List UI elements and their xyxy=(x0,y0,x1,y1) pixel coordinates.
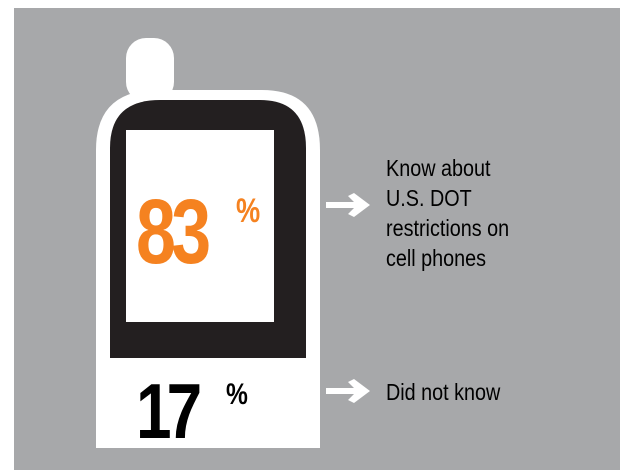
known-label-line: cell phones xyxy=(386,245,487,271)
known-percentage-value: 83 xyxy=(136,181,211,283)
unknown-percent-sign: % xyxy=(226,378,248,411)
unknown-percentage-value: 17 xyxy=(136,367,202,455)
arrow-right-icon xyxy=(326,193,370,217)
phone-screen xyxy=(126,130,274,322)
known-label-line: Know about xyxy=(386,155,491,181)
unknown-label: Did not know xyxy=(386,379,501,405)
phone-antenna xyxy=(126,38,174,102)
known-label-line: U.S. DOT xyxy=(386,185,472,211)
known-label: Know about U.S. DOT restrictions on cell… xyxy=(386,153,541,273)
known-percent-sign: % xyxy=(236,192,261,230)
known-label-line: restrictions on xyxy=(386,215,510,241)
arrow-right-icon xyxy=(326,379,370,403)
